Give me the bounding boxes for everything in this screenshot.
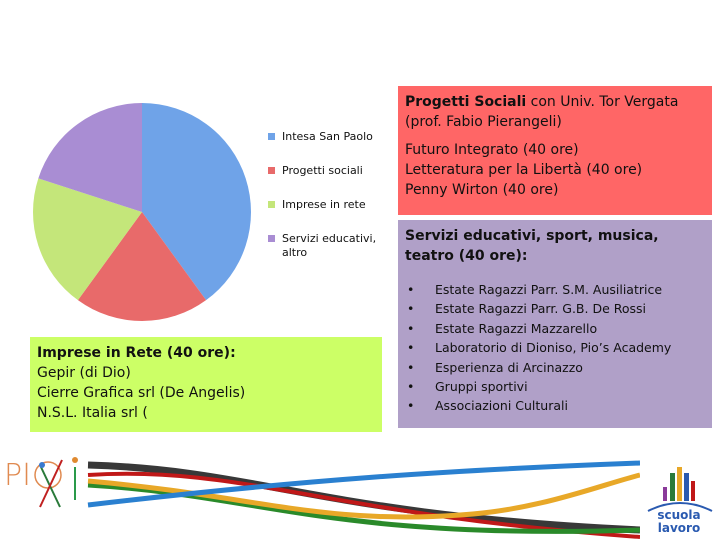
decorative-ribbons [87,460,641,539]
legend-label: Servizi educativi, altro [282,232,377,259]
pie-slice-intesa-san-paolo [142,103,251,301]
title-rest: con Univ. Tor Vergata (prof. Fabio Piera… [405,94,679,130]
svg-text:PI: PI [4,458,31,493]
footer-banner: PI scuola lavoro [4,455,718,539]
legend-label: Imprese in rete [282,198,366,211]
list-item: Esperienza di Arcinazzo [405,358,705,378]
list-item: Estate Ragazzi Parr. S.M. Ausiliatrice [405,280,705,300]
company-line: Cierre Grafica srl (De Angelis) [37,385,246,401]
box-title: Progetti Sociali con Univ. Tor Vergata (… [405,92,705,132]
project-line: Penny Wirton (40 ore) [405,182,559,198]
legend-item: Intesa San Paolo [268,130,382,144]
company-line: N.S.L. Italia srl ( [37,405,148,421]
services-list: Estate Ragazzi Parr. S.M. Ausiliatrice E… [405,280,705,416]
legend-swatch [268,235,275,242]
pio-xi-logo: PI [4,457,78,508]
box-title: Imprese in Rete (40 ore): [37,345,236,361]
company-line: Gepir (di Dio) [37,365,131,381]
legend-item: Imprese in rete [268,198,382,212]
legend-swatch [268,167,275,174]
scuola-lavoro-logo: scuola lavoro [640,455,718,537]
pie-slice-imprese-in-rete [33,178,142,301]
title-bold: Progetti Sociali [405,94,527,110]
legend-label: Progetti sociali [282,164,363,177]
svg-text:lavoro: lavoro [658,521,700,535]
imprese-in-rete-box: Imprese in Rete (40 ore): Gepir (di Dio)… [30,337,382,432]
project-line: Futuro Integrato (40 ore) [405,142,579,158]
legend-swatch [268,133,275,140]
legend-swatch [268,201,275,208]
progetti-sociali-box: Progetti Sociali con Univ. Tor Vergata (… [398,86,712,215]
svg-text:scuola: scuola [657,508,700,522]
legend-label: Intesa San Paolo [282,130,373,143]
list-item: Estate Ragazzi Mazzarello [405,319,705,339]
pie-chart [33,103,251,321]
list-item: Associazioni Culturali [405,396,705,416]
pie-slice-servizi-educativi-altro [38,103,142,212]
pie-slice-progetti-sociali [77,212,207,321]
list-item: Gruppi sportivi [405,377,705,397]
legend-item: Servizi educativi, altro [268,232,382,260]
box-title: Servizi educativi, sport, musica, teatro… [405,228,659,264]
legend-item: Progetti sociali [268,164,382,178]
project-line: Letteratura per la Libertà (40 ore) [405,162,643,178]
chart-legend: Intesa San Paolo Progetti sociali Impres… [268,130,382,280]
list-item: Laboratorio di Dioniso, Pio’s Academy [405,338,705,358]
list-item: Estate Ragazzi Parr. G.B. De Rossi [405,299,705,319]
servizi-educativi-box: Servizi educativi, sport, musica, teatro… [398,220,712,428]
